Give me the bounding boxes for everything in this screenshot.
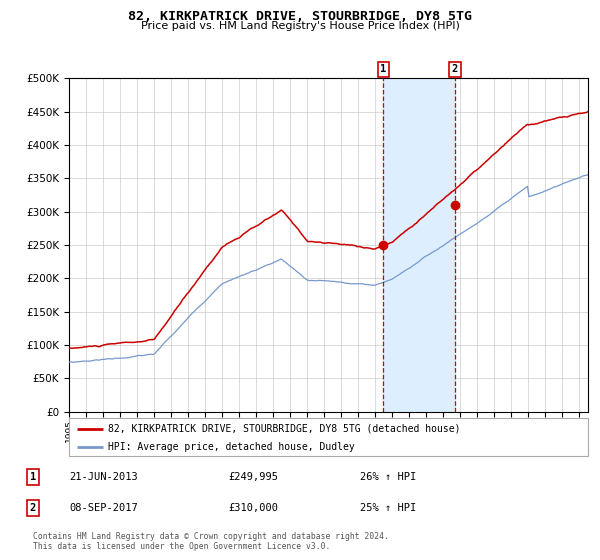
Text: 26% ↑ HPI: 26% ↑ HPI — [360, 473, 416, 482]
Text: 2: 2 — [452, 64, 458, 74]
Text: 1: 1 — [380, 64, 386, 74]
Text: £310,000: £310,000 — [228, 503, 278, 513]
Text: Price paid vs. HM Land Registry's House Price Index (HPI): Price paid vs. HM Land Registry's House … — [140, 21, 460, 31]
Text: Contains HM Land Registry data © Crown copyright and database right 2024.: Contains HM Land Registry data © Crown c… — [33, 532, 389, 541]
Text: 08-SEP-2017: 08-SEP-2017 — [69, 503, 138, 513]
Bar — [383, 78, 455, 412]
Text: 21-JUN-2013: 21-JUN-2013 — [69, 473, 138, 482]
Text: 1: 1 — [30, 473, 36, 482]
Text: HPI: Average price, detached house, Dudley: HPI: Average price, detached house, Dudl… — [108, 442, 355, 452]
Text: This data is licensed under the Open Government Licence v3.0.: This data is licensed under the Open Gov… — [33, 542, 331, 550]
Text: 25% ↑ HPI: 25% ↑ HPI — [360, 503, 416, 513]
Text: £249,995: £249,995 — [228, 473, 278, 482]
Text: 2: 2 — [30, 503, 36, 513]
Text: 82, KIRKPATRICK DRIVE, STOURBRIDGE, DY8 5TG: 82, KIRKPATRICK DRIVE, STOURBRIDGE, DY8 … — [128, 10, 472, 23]
Text: 82, KIRKPATRICK DRIVE, STOURBRIDGE, DY8 5TG (detached house): 82, KIRKPATRICK DRIVE, STOURBRIDGE, DY8 … — [108, 423, 460, 433]
FancyBboxPatch shape — [69, 418, 588, 456]
